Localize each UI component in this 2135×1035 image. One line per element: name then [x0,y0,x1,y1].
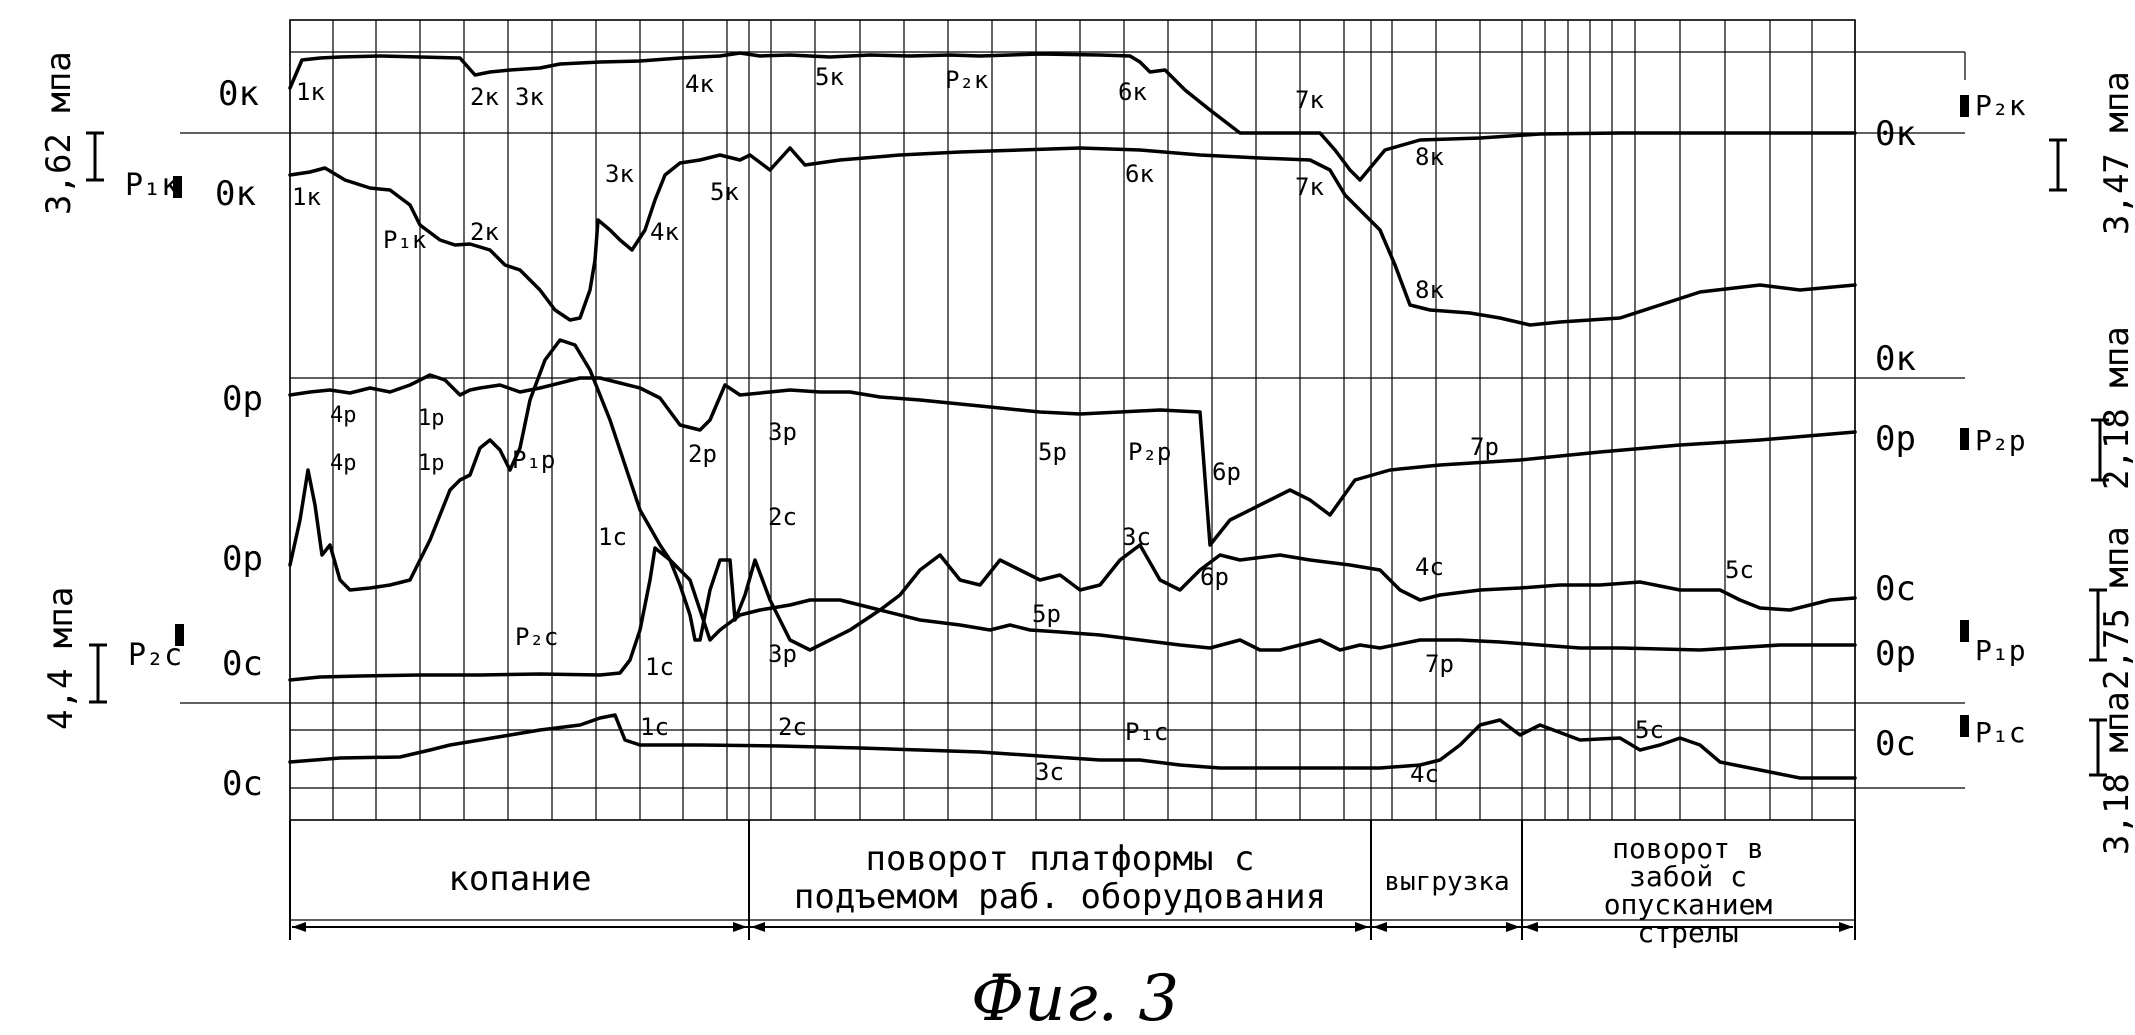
point-label: 4р [330,451,357,476]
phase-label-rotation-down-line3: опусканием [1604,888,1773,921]
point-label: 7к [1295,173,1324,201]
point-label: 3р [768,418,797,446]
point-label: 7р [1470,433,1499,461]
trace-6 [288,713,1857,780]
point-label: 4с [1415,553,1444,581]
point-label: 2р [688,440,717,468]
zero-label-right: 0р [1875,634,1916,674]
point-label: 1к [296,78,325,106]
point-label: 6р [1212,458,1241,486]
phase-band: копание поворот платформы с подъемом раб… [289,820,1856,949]
point-label: 4р [330,403,357,428]
trace-5 [288,546,1857,682]
point-label: 2с [778,713,807,741]
trace-4 [288,338,1857,652]
trace-1 [288,51,1857,182]
point-label: 2к [470,218,499,246]
point-label: Р₂к [945,66,989,94]
marker-left-bottom: Р₂с [128,638,182,673]
point-label: 1с [640,713,669,741]
point-label: 3с [1035,758,1064,786]
point-label: Р₁р [512,446,555,474]
point-label: Р₁к [383,226,427,254]
phase-label-digging: копание [448,859,591,899]
marker-left-top: Р₁к [125,168,179,203]
point-label: 5с [1635,716,1664,744]
point-label: 5с [1725,556,1754,584]
point-label: 5р [1032,600,1061,628]
phase-label-rotation-down-line4: стрелы [1637,916,1738,949]
point-label: 4с [1410,760,1439,788]
point-label: Р₁с [1125,718,1168,746]
zero-label-left: 0к [218,74,259,114]
zero-label-right: 0с [1875,569,1916,609]
point-label: 1с [645,653,674,681]
point-label: 5к [815,63,844,91]
trace-3 [288,373,1857,547]
point-label: 6к [1125,160,1154,188]
chart-frame [180,19,1966,921]
point-label: Р₂с [515,623,558,651]
zero-label-left: 0к [215,174,256,214]
phase-label-unloading: выгрузка [1384,867,1509,897]
zero-label-left: 0р [222,379,263,419]
zero-label-right: 0р [1875,419,1916,459]
scale-right-top: 3,47 мпа [2097,71,2135,235]
point-label: Р₂р [1128,438,1171,466]
zero-label-right: 0к [1875,114,1916,154]
phase-label-rotation-down: поворот в забой с опусканием стрелы [1604,832,1773,949]
point-label: 7р [1425,650,1454,678]
point-label: 2к [470,83,499,111]
trace-2 [288,146,1857,327]
marker-right-mid: Р₂р [1975,424,2026,457]
point-label: 5р [1038,438,1067,466]
phase-label-rotation-down-line1: поворот в [1612,832,1764,865]
marker-right-mid2: Р₁р [1975,634,2026,667]
scale-bars [86,95,2109,777]
pressure-marker-labels: Р₁к Р₂с Р₂к Р₂р Р₁р Р₁с [125,89,2026,749]
phase-label-rotation-up-line1: поворот платформы с [866,839,1255,879]
point-label: 3с [1122,523,1151,551]
phase-label-rotation-up: поворот платформы с подъемом раб. оборуд… [794,839,1326,917]
zero-label-left: 0с [222,764,263,804]
scale-left-bottom: 4,4 мпа [41,587,81,730]
zero-label-left: 0р [222,539,263,579]
point-label: 3к [605,160,634,188]
point-label: 3р [768,640,797,668]
point-label: 1р [418,406,445,431]
point-label: 1с [598,523,627,551]
zero-label-right: 0к [1875,339,1916,379]
point-label: 6р [1200,563,1229,591]
zero-label-left: 0с [222,644,263,684]
pressure-traces [288,51,1857,780]
scale-right-bottom: 3,18 мпа [2097,691,2135,855]
point-label: 3к [515,83,544,111]
point-label: 8к [1415,143,1444,171]
phase-label-rotation-down-line2: забой с [1629,860,1747,893]
point-label: 4к [650,218,679,246]
scale-labels: 3,62 мпа 4,4 мпа 3,47 мпа 2,18 мпа 2,75 … [39,51,2135,855]
point-label: 8к [1415,276,1444,304]
point-label: 7к [1295,86,1324,114]
point-label: 4к [685,70,714,98]
figure-caption: Фиг. 3 [971,962,1179,1035]
point-label: 5к [710,178,739,206]
zero-labels: 0к 0к 0р 0р 0с 0с 0к 0к 0р 0с 0р 0с [215,74,1916,804]
time-grid [289,20,1856,820]
scale-left-top: 3,62 мпа [39,51,79,215]
scale-right-mid2: 2,75 мпа [2097,526,2135,690]
marker-right-bottom: Р₁с [1975,716,2026,749]
point-label: 6к [1118,78,1147,106]
zero-label-right: 0с [1875,724,1916,764]
point-label: 1р [418,451,445,476]
point-label: 1к [292,183,321,211]
point-label: 2с [768,503,797,531]
marker-right-top: Р₂к [1975,89,2026,122]
curve-point-labels: 1к 2к 3к 4к 5к Р₂к 6к 7к 1к Р₁к 2к 3к 4к… [292,63,1754,788]
phase-label-rotation-up-line2: подъемом раб. оборудования [794,877,1326,917]
scale-right-mid: 2,18 мпа [2097,326,2135,490]
